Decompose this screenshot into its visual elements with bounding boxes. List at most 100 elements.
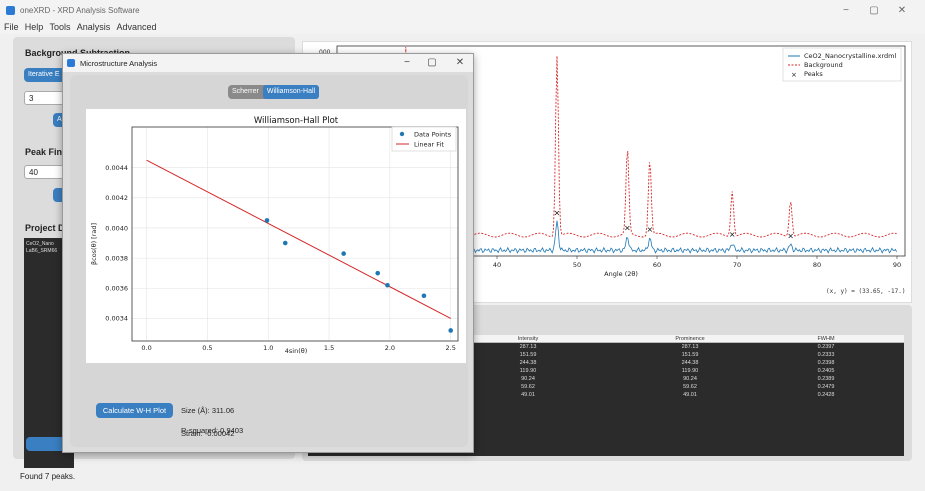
y-tick-label: 0.0042 [105, 194, 128, 202]
cell-intensity: 119.90 [519, 368, 537, 374]
cell-intensity: 49.01 [521, 392, 535, 398]
y-tick-label: 0.0034 [105, 315, 128, 323]
chart-grid [132, 127, 458, 341]
cell-prominence: 287.13 [681, 344, 699, 350]
legend-linear-fit: Linear Fit [414, 141, 444, 149]
x-axis-label: Angle (2θ) [604, 270, 638, 278]
dialog-app-icon [67, 59, 75, 67]
cell-prominence: 90.24 [683, 376, 697, 382]
menu-file[interactable]: File [4, 22, 19, 32]
data-point [264, 218, 270, 223]
peak-find-label: Peak Find [25, 147, 68, 157]
x-tick-label: 2.5 [446, 344, 456, 352]
y-tick-label: 0.0038 [105, 254, 128, 262]
close-button[interactable]: ✕ [897, 5, 907, 16]
legend-data: CeO2_Nanocrystalline.xrdml [804, 52, 896, 60]
table-row[interactable]: 90.24 90.24 0.2389 [308, 375, 904, 383]
dialog-title: Microstructure Analysis [80, 59, 158, 68]
plot-legend: CeO2_Nanocrystalline.xrdml Background × … [782, 47, 902, 82]
peak-threshold-input[interactable]: 40 [24, 165, 74, 179]
microstructure-dialog: Microstructure Analysis − ▢ ✕ Scherrer W… [62, 53, 474, 453]
header-fwhm[interactable]: FWHM [817, 336, 835, 342]
cell-prominence: 151.59 [681, 352, 699, 358]
list-item[interactable]: CeO2_Nano [26, 241, 54, 247]
table-row[interactable]: 151.59 151.59 0.2333 [308, 351, 904, 359]
cell-fwhm: 0.2398 [817, 360, 835, 366]
background-series [388, 46, 897, 238]
table-row[interactable]: 49.01 49.01 0.2428 [308, 391, 904, 399]
menu-advanced[interactable]: Advanced [116, 22, 157, 32]
cell-prominence: 244.38 [681, 360, 699, 366]
y-tick-label: 0.0036 [105, 285, 128, 293]
status-bar: Found 7 peaks. [20, 472, 76, 481]
x-tick-label: 40 [493, 261, 501, 269]
peak-marker: × [554, 208, 561, 217]
x-tick-label: 50 [573, 261, 581, 269]
cursor-coordinates: (x, y) = (33.65, -17.) [826, 288, 906, 295]
x-tick-label: 1.5 [324, 344, 334, 352]
data-point [282, 240, 288, 246]
y-tick-label: 0.0044 [105, 164, 128, 172]
data-point [448, 328, 454, 333]
cell-intensity: 59.62 [521, 384, 535, 390]
chart-frame [131, 126, 459, 342]
maximize-button[interactable]: ▢ [869, 5, 879, 16]
menu-tools[interactable]: Tools [49, 22, 71, 32]
table-row[interactable]: 59.62 59.62 0.2479 [308, 383, 904, 391]
background-iterations-input[interactable]: 3 [24, 91, 74, 105]
dialog-minimize-button[interactable]: − [404, 57, 410, 68]
x-tick-label: 90 [893, 261, 901, 269]
table-header: Intensity Prominence FWHM [308, 335, 904, 343]
data-points [264, 218, 454, 333]
x-axis-label: 4sin(θ) [285, 347, 308, 355]
svg-text:×: × [791, 71, 797, 79]
cell-intensity: 244.38 [519, 360, 537, 366]
cell-prominence: 49.01 [683, 392, 697, 398]
chart-title: Williamson-Hall Plot [254, 116, 339, 126]
cell-fwhm: 0.2479 [817, 384, 835, 390]
list-item[interactable]: LaB6_SRM66 [26, 248, 58, 254]
data-point [421, 293, 427, 299]
cell-fwhm: 0.2389 [817, 376, 835, 382]
calculate-wh-button[interactable]: Calculate W-H Plot [96, 403, 173, 418]
dialog-close-button[interactable]: ✕ [455, 57, 465, 68]
tab-williamson-hall[interactable]: Williamson-Hall [262, 85, 320, 99]
cell-intensity: 90.24 [521, 376, 535, 382]
table-row[interactable]: 119.90 119.90 0.2405 [308, 367, 904, 375]
y-tick-label: 0.0040 [105, 224, 128, 232]
x-tick-label: 80 [813, 261, 821, 269]
y-tick-label: 000 [319, 49, 331, 56]
cell-prominence: 119.90 [681, 368, 699, 374]
cell-fwhm: 0.2397 [817, 344, 835, 350]
y-axis-label: βcos(θ) [rad] [90, 223, 98, 265]
header-intensity[interactable]: Intensity [517, 336, 539, 342]
menu-analysis[interactable]: Analysis [76, 22, 111, 32]
cell-intensity: 151.59 [519, 352, 537, 358]
menu-help[interactable]: Help [24, 22, 44, 32]
linear-fit-line [146, 159, 451, 319]
cell-prominence: 59.62 [683, 384, 697, 390]
dialog-body: Scherrer Williamson-Hall Williamson-Hall… [70, 75, 468, 447]
minimize-button[interactable]: − [843, 5, 849, 16]
chart-legend: Data Points Linear Fit [391, 126, 457, 152]
data-point [341, 251, 346, 256]
x-tick-label: 70 [733, 261, 741, 269]
legend-peaks: Peaks [804, 70, 823, 78]
r-squared-result: R-squared: 0.9403 [181, 426, 244, 435]
method-tabs: Scherrer Williamson-Hall [228, 85, 320, 99]
x-tick-label: 0.5 [202, 344, 212, 352]
tab-scherrer[interactable]: Scherrer [232, 88, 259, 95]
wh-plot-canvas: Williamson-Hall Plot 0.0034 0.0036 0.0038 0… [86, 109, 466, 363]
cell-fwhm: 0.2428 [817, 392, 835, 398]
method-button[interactable]: Iterative E [24, 68, 74, 82]
dialog-title-bar[interactable]: Microstructure Analysis − ▢ ✕ [63, 54, 473, 72]
table-row[interactable]: 287.13 287.13 0.2397 [308, 343, 904, 351]
williamson-hall-chart: Williamson-Hall Plot 0.0034 0.0036 0.0038 0… [90, 116, 459, 355]
table-row[interactable]: 244.38 244.38 0.2398 [308, 359, 904, 367]
dialog-maximize-button[interactable]: ▢ [427, 57, 437, 68]
size-result: Size (Å): 311.06 [181, 406, 235, 415]
header-prominence[interactable]: Prominence [675, 336, 705, 342]
strain-result: Strain: -0.00042 [181, 429, 235, 438]
x-tick-label: 60 [653, 261, 661, 269]
x-tick-label: 2.0 [385, 344, 395, 352]
